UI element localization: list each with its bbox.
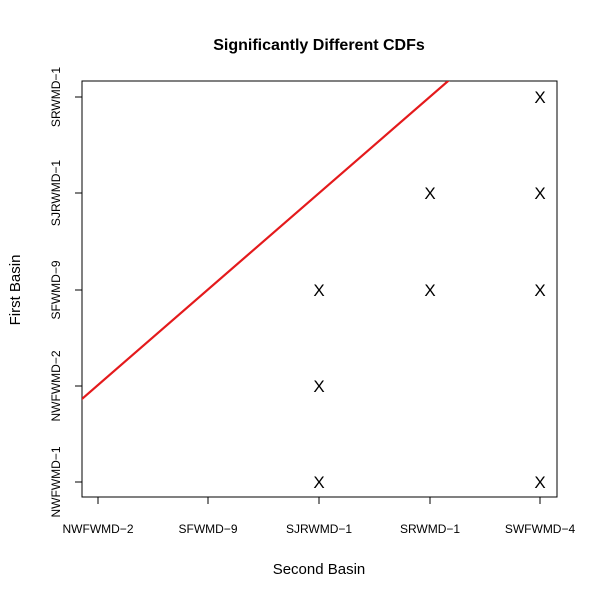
point-marker: X xyxy=(534,473,545,492)
x-tick-label: SFWMD−9 xyxy=(178,522,237,536)
point-marker: X xyxy=(424,281,435,300)
x-tick-label: NWFWMD−2 xyxy=(63,522,134,536)
point-marker: X xyxy=(534,184,545,203)
point-marker: X xyxy=(534,88,545,107)
plot-area: NWFWMD−2 SFWMD−9 SJRWMD−1 SRWMD−1 SWFWMD−4 NW… xyxy=(49,67,576,536)
y-tick-label: NWFWMD−1 xyxy=(49,446,63,517)
point-marker: X xyxy=(313,281,324,300)
x-axis-label: Second Basin xyxy=(273,561,366,578)
point-marker: X xyxy=(534,281,545,300)
y-tick-label: SJRWMD−1 xyxy=(49,160,63,226)
x-tick-label: SJRWMD−1 xyxy=(286,522,352,536)
x-tick-label: SWFWMD−4 xyxy=(505,522,576,536)
y-tick-label: SFWMD−9 xyxy=(49,260,63,319)
reference-line xyxy=(82,81,450,401)
y-tick-label: NWFWMD−2 xyxy=(49,350,63,421)
point-marker: X xyxy=(424,184,435,203)
chart-title: Significantly Different CDFs xyxy=(213,37,425,54)
point-marker: X xyxy=(313,377,324,396)
point-marker: X xyxy=(313,473,324,492)
y-tick-label: SRWMD−1 xyxy=(49,67,63,127)
x-tick-label: SRWMD−1 xyxy=(400,522,460,536)
y-axis-label: First Basin xyxy=(7,255,24,326)
